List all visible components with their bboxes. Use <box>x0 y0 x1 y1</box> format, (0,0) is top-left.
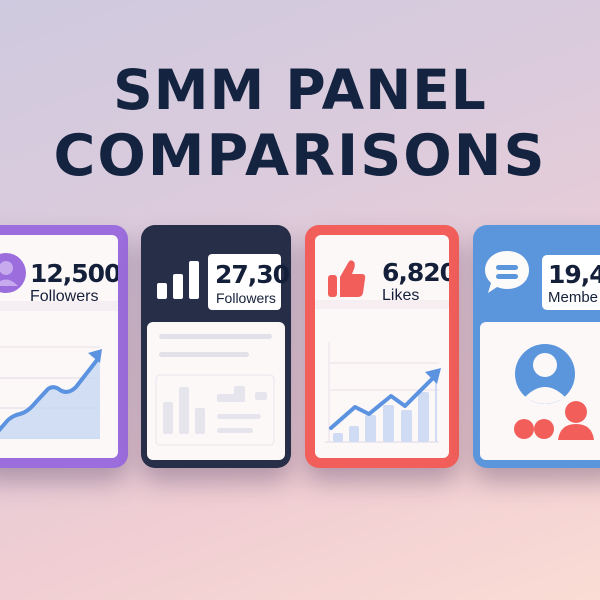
stat-value: 6,820 <box>382 258 449 287</box>
stat-label: Followers <box>216 290 276 306</box>
card-followers-purple[interactable]: 12,500 Followers <box>0 225 128 468</box>
card-body <box>147 322 285 460</box>
stat-label: Membe <box>548 289 599 306</box>
stat-label: Followers <box>30 288 99 305</box>
stat-box: 27,30 Followers <box>208 254 290 310</box>
stat-value: 19,40 <box>548 260 600 289</box>
thumbs-up-icon <box>328 260 366 297</box>
card-content: 12,500 Followers <box>0 235 118 458</box>
page-title-line-1: SMM PANEL <box>113 58 487 122</box>
page-title-line-2: COMPARISONS <box>53 123 547 189</box>
card-members[interactable]: 19,40 Membe <box>473 225 600 468</box>
wireframe-dashboard <box>155 334 275 446</box>
stat-box: 19,40 Membe <box>542 255 600 310</box>
user-circle-icon <box>0 253 26 293</box>
divider <box>315 300 449 309</box>
stat-label: Likes <box>382 287 420 304</box>
card-likes[interactable]: 6,820 Likes <box>305 225 459 468</box>
user-group-illustration <box>514 344 595 440</box>
line-area-chart <box>0 346 102 439</box>
card-content: 6,820 Likes <box>315 235 449 458</box>
bar-line-chart <box>325 342 441 443</box>
stat-value: 27,30 <box>215 260 290 289</box>
card-body <box>480 322 600 460</box>
signal-bars-icon <box>157 259 201 299</box>
divider <box>0 301 118 311</box>
card-followers-dark[interactable]: 27,30 Followers <box>141 225 291 468</box>
stat-value: 12,500 <box>30 259 118 288</box>
chat-bubble-icon <box>485 251 529 293</box>
